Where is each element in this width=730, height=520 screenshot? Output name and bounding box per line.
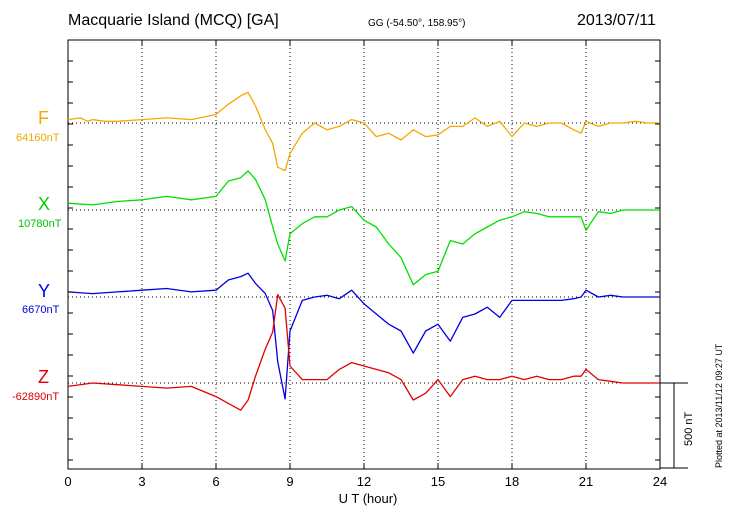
baseline-Y: 6670nT xyxy=(22,304,60,316)
baseline-X: 10780nT xyxy=(18,218,62,230)
series-lines xyxy=(67,91,660,411)
x-tick-label-21: 21 xyxy=(579,474,593,489)
plotted-timestamp: Plotted at 2013/11/12 09:27 UT xyxy=(714,343,724,468)
label-X: X xyxy=(38,194,51,214)
x-tick-label-24: 24 xyxy=(653,474,667,489)
x-tick-label-6: 6 xyxy=(212,474,219,489)
station-coordinates: GG (-54.50°, 158.95°) xyxy=(368,18,466,29)
station-title: Macquarie Island (MCQ) [GA] xyxy=(68,12,279,29)
label-F: F xyxy=(38,108,49,128)
x-tick-label-15: 15 xyxy=(431,474,445,489)
x-ticks: 0 3 6 9 12 15 18 21 24 xyxy=(64,39,667,489)
x-tick-label-0: 0 xyxy=(64,474,71,489)
baseline-Z: -62890nT xyxy=(12,391,60,403)
grid xyxy=(141,40,587,469)
x-tick-label-12: 12 xyxy=(357,474,371,489)
scale-bar-label: 500 nT xyxy=(683,411,695,446)
scale-bar xyxy=(660,382,688,469)
label-Y: Y xyxy=(38,281,51,301)
x-tick-label-18: 18 xyxy=(505,474,519,489)
x-axis-label: U T (hour) xyxy=(339,491,398,506)
x-tick-label-9: 9 xyxy=(286,474,293,489)
series-line-Y xyxy=(67,272,660,400)
baseline-F: 64160nT xyxy=(16,132,60,144)
x-tick-label-3: 3 xyxy=(138,474,145,489)
series-line-X xyxy=(67,170,660,286)
label-Z: Z xyxy=(38,367,49,387)
series-line-Z xyxy=(67,293,660,411)
series-line-F xyxy=(67,91,660,172)
plot-date: 2013/07/11 xyxy=(577,12,656,29)
